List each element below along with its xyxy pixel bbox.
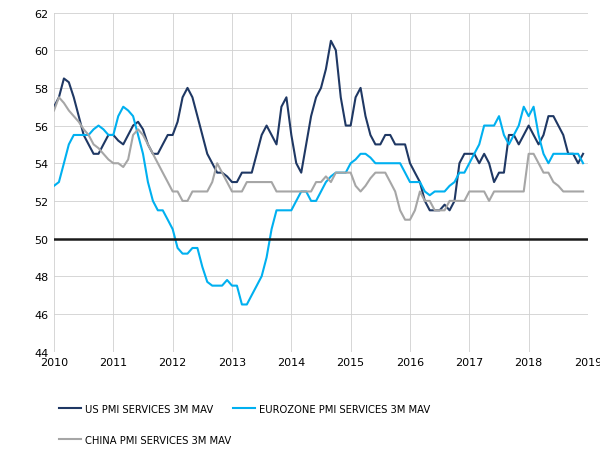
Legend: CHINA PMI SERVICES 3M MAV: CHINA PMI SERVICES 3M MAV bbox=[59, 435, 231, 445]
